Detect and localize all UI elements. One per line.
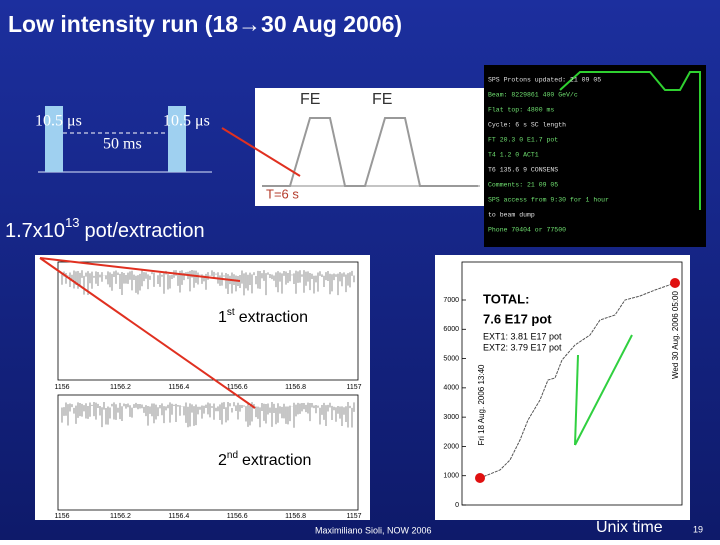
ordinal-suffix: st — [227, 307, 235, 318]
ordinal: 1 — [218, 309, 227, 326]
x-tick-label: 1156.2 — [110, 384, 131, 391]
pulse-diagram: 10.5 μs 50 ms 10.5 μs — [35, 106, 212, 173]
x-tick-label: 1156.2 — [110, 513, 131, 520]
intensity-unit: pot/extraction — [85, 220, 205, 242]
period-label: T=6 s — [266, 186, 299, 201]
pointer — [39, 257, 241, 282]
y-tick-label: 2000 — [443, 443, 459, 450]
fe-label: FE — [372, 91, 392, 108]
cycle-shape — [262, 117, 478, 187]
pulse — [168, 106, 186, 172]
x-axis-label: Unix time — [596, 519, 663, 536]
start-date: Fri 18 Aug. 2006 13:40 — [477, 364, 486, 446]
pointer — [574, 334, 633, 446]
y-tick-label: 0 — [455, 502, 459, 509]
cycle-diagram: FE FE T=6 s — [221, 88, 485, 206]
ext2: EXT2: 3.79 E17 pot — [483, 342, 562, 352]
terminal-line: T6 135.6 9 CONSENS — [488, 167, 558, 174]
pulse-label: 10.5 μs — [35, 113, 82, 130]
x-tick-label: 1156.8 — [285, 513, 306, 520]
y-tick-label: 3000 — [443, 414, 459, 421]
y-tick-label: 6000 — [443, 326, 459, 333]
terminal-line: FT 20.3 0 E1.7 pot — [488, 137, 558, 144]
footer: Maximiliano Sioli, NOW 2006 — [315, 525, 432, 535]
frame — [57, 261, 359, 381]
page-number: 19 — [693, 524, 703, 534]
terminal-line: Flat top: 4800 ms — [488, 107, 554, 114]
x-tick-label: 1157 — [346, 513, 361, 520]
terminal: SPS Protons updated: 21 09 05 Beam: 82298… — [484, 65, 706, 247]
x-tick-label: 1156.4 — [168, 384, 189, 391]
terminal-line: Phone 70404 or 77500 — [488, 227, 566, 234]
x-tick-label: 1156.6 — [227, 513, 248, 520]
total-label: TOTAL: — [483, 291, 529, 306]
cumulative-curve — [479, 282, 676, 479]
pointer — [39, 257, 256, 409]
intensity-base: 1.7x10 — [5, 220, 65, 242]
left-plot: 1st extraction 2nd extraction 1156 1156 1156… — [35, 255, 370, 520]
x-tick-label: 1156 — [54, 513, 69, 520]
terminal-line: SPS Protons updated: 21 09 05 — [488, 77, 601, 84]
y-tick-label: 7000 — [443, 297, 459, 304]
gap-label: 50 ms — [103, 136, 142, 153]
panel — [435, 255, 690, 520]
x-tick-label: 1156.4 — [168, 513, 189, 520]
y-tick-label: 5000 — [443, 355, 459, 362]
ordinal-suffix: nd — [227, 450, 238, 461]
extraction-label: 1st extraction — [218, 307, 308, 327]
total-value: 7.6 E17 pot — [483, 311, 552, 326]
extraction-text: extraction — [239, 309, 308, 326]
ext1: EXT1: 3.81 E17 pot — [483, 331, 562, 341]
terminal-line: Comments: 21 09 05 — [488, 182, 558, 189]
panel — [35, 255, 370, 520]
frame — [461, 261, 683, 506]
intensity-exponent: 13 — [65, 215, 79, 230]
x-tick-label: 1157 — [346, 384, 361, 391]
end-marker — [670, 278, 680, 288]
pulse-label: 10.5 μs — [163, 113, 210, 130]
x-tick-label: 1156.6 — [227, 384, 248, 391]
pointer — [221, 127, 301, 177]
terminal-line: to beam dump — [488, 212, 535, 219]
trace — [559, 71, 701, 210]
x-tick-label: 1156 — [54, 384, 69, 391]
pointer — [574, 354, 579, 446]
extraction-text: extraction — [242, 452, 311, 469]
intensity: 1.7x1013 pot/extraction — [5, 215, 205, 242]
terminal-line: T4 1.2 0 ACT1 — [488, 152, 539, 159]
pulse — [45, 106, 63, 172]
start-marker — [475, 473, 485, 483]
frame — [57, 394, 359, 511]
terminal-line: Cycle: 6 s SC length — [488, 122, 566, 129]
md-days: MD days — [558, 447, 621, 464]
terminal-line: SPS access from 9:30 for 1 hour — [488, 197, 609, 204]
y-tick-label: 1000 — [443, 473, 459, 480]
extraction-label: 2nd extraction — [218, 450, 311, 470]
x-tick-label: 1156.8 — [285, 384, 306, 391]
y-tick-label: 4000 — [443, 385, 459, 392]
terminal-screen — [484, 65, 706, 247]
right-plot: TOTAL: 7.6 E17 pot EXT1: 3.81 E17 pot EX… — [435, 255, 690, 520]
slide-title: Low intensity run (18→30 Aug 2006) — [8, 11, 402, 37]
terminal-line: Beam: 8229861 400 GeV/c — [488, 92, 578, 99]
fe-label: FE — [300, 91, 320, 108]
end-date: Wed 30 Aug. 2006 05:00 — [671, 290, 680, 378]
ordinal: 2 — [218, 452, 227, 469]
